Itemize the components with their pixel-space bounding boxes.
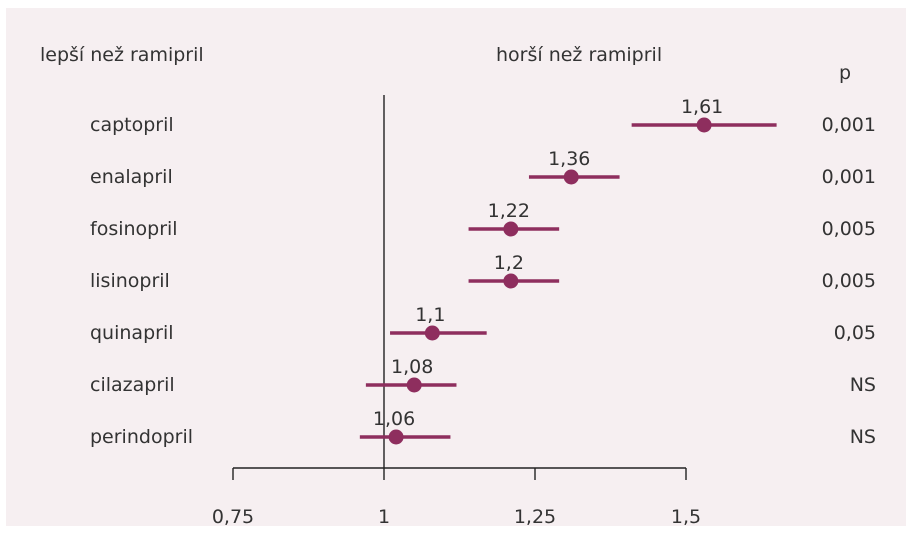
p-value: 0,005 bbox=[821, 218, 876, 240]
point-estimate bbox=[503, 221, 519, 237]
p-value: 0,005 bbox=[821, 270, 876, 292]
p-value: 0,05 bbox=[833, 322, 876, 344]
drug-label: captopril bbox=[90, 114, 174, 136]
value-label: 1,2 bbox=[494, 252, 524, 274]
value-label: 1,06 bbox=[373, 408, 415, 430]
drug-label: lisinopril bbox=[90, 270, 170, 292]
point-estimate bbox=[424, 325, 440, 341]
value-label: 1,36 bbox=[548, 148, 590, 170]
x-tick-label: 1,25 bbox=[513, 506, 557, 528]
drug-label: cilazapril bbox=[90, 374, 175, 396]
x-tick-label: 0,75 bbox=[211, 506, 255, 528]
header-worse: horší než ramipril bbox=[496, 44, 663, 66]
point-estimate bbox=[388, 429, 404, 445]
x-tick-label: 1,5 bbox=[670, 506, 702, 528]
drug-label: perindopril bbox=[90, 426, 193, 448]
point-estimate bbox=[503, 273, 519, 289]
forest-plot: 1,61 1,36 1,22 1,2 1,1 1,08 1,06 bbox=[232, 95, 777, 480]
point-estimate bbox=[406, 377, 422, 393]
value-label: 1,22 bbox=[488, 200, 530, 222]
p-value: 0,001 bbox=[821, 166, 876, 188]
value-label: 1,61 bbox=[681, 96, 723, 118]
point-estimate bbox=[696, 117, 712, 133]
drug-label: quinapril bbox=[90, 322, 174, 344]
drug-label: fosinopril bbox=[90, 218, 178, 240]
chart-panel: lepší než ramipril horší než ramipril p … bbox=[6, 8, 906, 528]
p-column-header: p bbox=[839, 62, 852, 84]
p-value: 0,001 bbox=[821, 114, 876, 136]
p-value: NS bbox=[849, 374, 876, 396]
value-label: 1,1 bbox=[415, 304, 445, 326]
p-value: NS bbox=[849, 426, 876, 448]
header-better: lepší než ramipril bbox=[40, 44, 204, 66]
value-label: 1,08 bbox=[391, 356, 433, 378]
drug-label: enalapril bbox=[90, 166, 173, 188]
point-estimate bbox=[563, 169, 579, 185]
x-tick-label: 1 bbox=[377, 506, 391, 528]
